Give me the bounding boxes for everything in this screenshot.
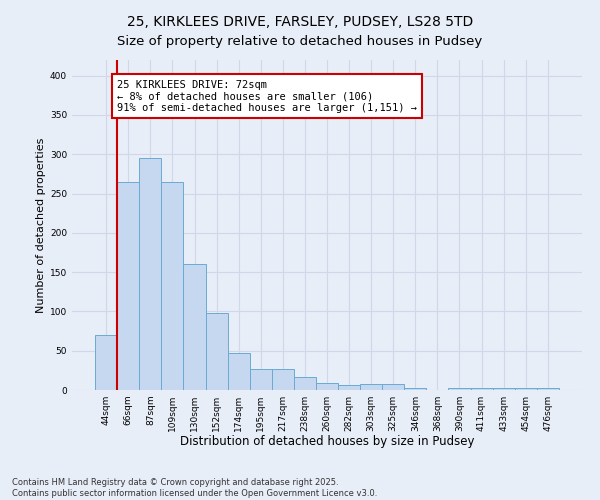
Text: 25, KIRKLEES DRIVE, FARSLEY, PUDSEY, LS28 5TD: 25, KIRKLEES DRIVE, FARSLEY, PUDSEY, LS2… <box>127 15 473 29</box>
Bar <box>537 388 559 390</box>
Bar <box>470 388 493 390</box>
Bar <box>316 383 338 390</box>
Bar <box>184 264 206 390</box>
Bar <box>95 335 117 390</box>
X-axis label: Distribution of detached houses by size in Pudsey: Distribution of detached houses by size … <box>180 436 474 448</box>
Text: Contains HM Land Registry data © Crown copyright and database right 2025.
Contai: Contains HM Land Registry data © Crown c… <box>12 478 377 498</box>
Bar <box>404 388 427 390</box>
Bar <box>117 182 139 390</box>
Bar <box>272 369 294 390</box>
Bar <box>382 384 404 390</box>
Bar <box>294 378 316 390</box>
Bar <box>161 182 184 390</box>
Bar <box>515 388 537 390</box>
Bar <box>250 369 272 390</box>
Bar <box>360 384 382 390</box>
Text: Size of property relative to detached houses in Pudsey: Size of property relative to detached ho… <box>118 35 482 48</box>
Text: 25 KIRKLEES DRIVE: 72sqm
← 8% of detached houses are smaller (106)
91% of semi-d: 25 KIRKLEES DRIVE: 72sqm ← 8% of detache… <box>117 80 417 113</box>
Bar <box>448 388 470 390</box>
Bar <box>493 388 515 390</box>
Bar <box>206 313 227 390</box>
Bar <box>139 158 161 390</box>
Y-axis label: Number of detached properties: Number of detached properties <box>36 138 46 312</box>
Bar <box>227 353 250 390</box>
Bar <box>338 384 360 390</box>
